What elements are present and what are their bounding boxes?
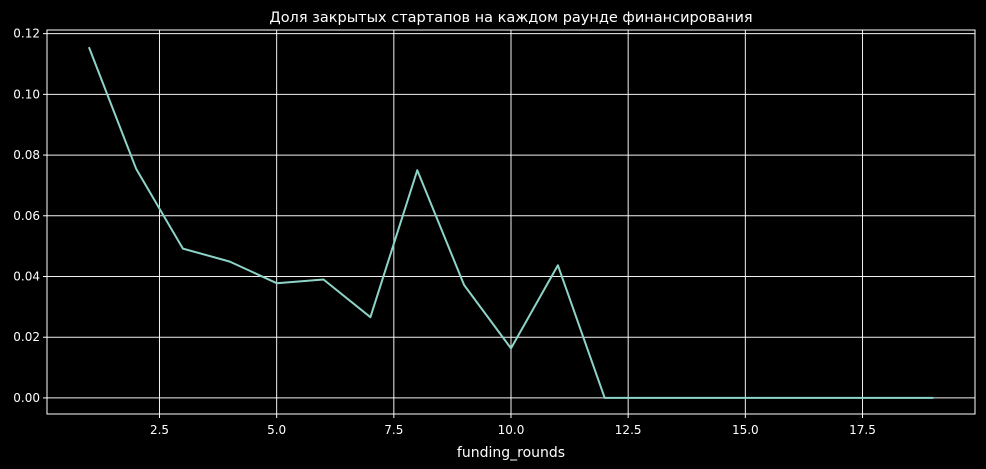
- series-layer: [88, 46, 934, 399]
- x-tick-label: 7.5: [384, 423, 403, 437]
- y-tick-label: 0.06: [13, 209, 40, 223]
- y-tick-label: 0.12: [13, 27, 40, 41]
- y-tick-label: 0.04: [13, 269, 40, 283]
- x-tick-label: 5.0: [267, 423, 286, 437]
- y-tick-label: 0.10: [13, 87, 40, 101]
- plot-frame: [46, 29, 976, 415]
- chart-title: Доля закрытых стартапов на каждом раунде…: [269, 10, 752, 26]
- y-tick-label: 0.08: [13, 148, 40, 162]
- grid-layer: [47, 30, 975, 414]
- x-tick-label: 15.0: [732, 423, 759, 437]
- series-line: [88, 46, 934, 399]
- y-tick-label: 0.02: [13, 330, 40, 344]
- y-tick-label: 0.00: [13, 391, 40, 405]
- x-axis-label: funding_rounds: [457, 445, 565, 461]
- x-tick-label: 2.5: [150, 423, 169, 437]
- x-tick-label: 17.5: [849, 423, 876, 437]
- x-tick-label: 10.0: [498, 423, 525, 437]
- x-tick-label: 12.5: [615, 423, 642, 437]
- tick-layer: 2.5 5.0 7.5 10.0 12.5 15.0 17.5 0.00 0.02 0.04 0.0…: [13, 27, 876, 437]
